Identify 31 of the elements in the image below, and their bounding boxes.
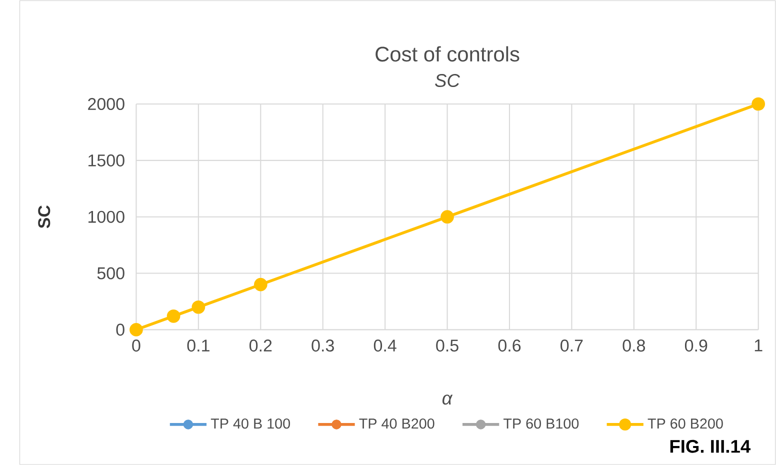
text: FIG. III.14 <box>670 440 751 453</box>
x-tick-label: 0.4 <box>374 340 396 352</box>
y-tick-label: 0 <box>116 324 124 336</box>
x-tick-label: 0.3 <box>312 340 334 352</box>
point <box>440 210 454 224</box>
y-tick-label: 500 <box>97 267 124 280</box>
x-tick-label: 0.5 <box>436 340 458 352</box>
chart-subtitle: SC <box>435 74 460 87</box>
point <box>166 309 180 323</box>
y-axis-title: SC <box>38 205 50 228</box>
x-tick-label: 0 <box>132 340 140 352</box>
point <box>752 97 766 111</box>
legend-label: TP 60 B200 <box>648 418 723 429</box>
chart-title: Cost of controls <box>376 46 520 62</box>
x-tick-label: 0.8 <box>622 340 645 352</box>
x-tick-label: 0.7 <box>560 340 583 352</box>
legend-label: TP 60 B100 <box>504 418 579 429</box>
y-tick-label: 2000 <box>88 98 124 110</box>
x-tick-label: 1 <box>754 340 762 352</box>
legend-label: TP 40 B 100 <box>210 418 290 429</box>
y-tick-label: 1500 <box>88 154 124 166</box>
x-tick-label: 0.9 <box>684 340 708 352</box>
point <box>130 322 143 336</box>
x-tick-label: 0.2 <box>249 340 272 352</box>
x-axis-title: α <box>442 394 453 405</box>
legend-label: TP 40 B200 <box>359 418 434 429</box>
x-tick-label: 0.6 <box>498 340 521 352</box>
y-tick-label: 1000 <box>88 210 124 223</box>
point <box>254 278 268 292</box>
point <box>192 300 206 314</box>
x-tick-label: 0.1 <box>187 340 210 352</box>
